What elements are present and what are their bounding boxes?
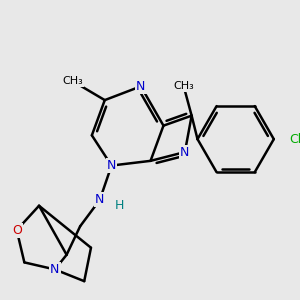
Text: N: N <box>107 159 116 172</box>
Text: Cl: Cl <box>289 133 300 146</box>
Text: N: N <box>50 263 60 276</box>
Text: N: N <box>136 80 146 93</box>
Text: CH₃: CH₃ <box>62 76 83 86</box>
Text: O: O <box>12 224 22 237</box>
Text: CH₃: CH₃ <box>173 81 194 91</box>
Text: H: H <box>115 199 124 212</box>
Text: N: N <box>95 194 104 206</box>
Text: N: N <box>180 146 190 159</box>
